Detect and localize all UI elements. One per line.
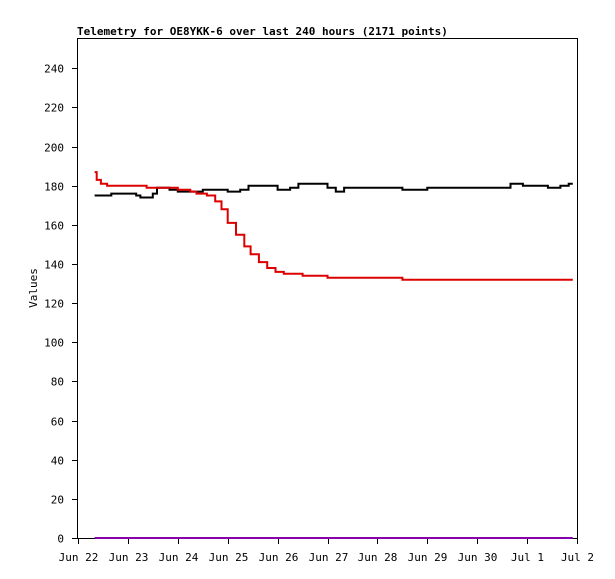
y-axis: 0 20 40 60 80 100 120 140 160 180 200 220 240 — [44, 63, 78, 546]
y-tick-label: 200 — [44, 142, 64, 155]
y-tick-label: 20 — [51, 494, 64, 507]
y-axis-label: Values — [27, 268, 40, 308]
x-tick-label: Jun 28 — [358, 551, 398, 564]
x-tick-label: Jun 25 — [209, 551, 249, 564]
x-tick-label: Jun 24 — [159, 551, 199, 564]
plot-area — [94, 171, 573, 539]
y-tick-label: 40 — [51, 455, 64, 468]
plot-frame — [77, 38, 578, 539]
x-tick-label: Jun 23 — [109, 551, 149, 564]
x-tick-label: Jun 30 — [458, 551, 498, 564]
x-tick-label: Jun 29 — [408, 551, 448, 564]
y-tick-label: 240 — [44, 63, 64, 76]
x-tick-label: Jun 22 — [59, 551, 99, 564]
series-line-1 — [94, 182, 573, 199]
y-tick-label: 160 — [44, 220, 64, 233]
y-tick-label: 140 — [44, 259, 64, 272]
x-tick-label: Jul 2 — [561, 551, 594, 564]
y-tick-label: 60 — [51, 416, 64, 429]
y-tick-label: 0 — [57, 533, 64, 546]
x-tick-label: Jun 26 — [259, 551, 299, 564]
y-tick-label: 220 — [44, 102, 64, 115]
x-tick-label: Jun 27 — [309, 551, 349, 564]
series-line-2 — [94, 171, 573, 281]
y-tick-label: 180 — [44, 181, 64, 194]
x-tick-label: Jul 1 — [511, 551, 544, 564]
y-tick-label: 100 — [44, 337, 64, 350]
y-tick-label: 80 — [51, 376, 64, 389]
x-axis: Jun 22 Jun 23 Jun 24 Jun 25 Jun 26 Jun 27 Jun … — [59, 538, 594, 564]
y-tick-label: 120 — [44, 298, 64, 311]
chart-title: Telemetry for OE8YKK-6 over last 240 hou… — [77, 25, 448, 38]
